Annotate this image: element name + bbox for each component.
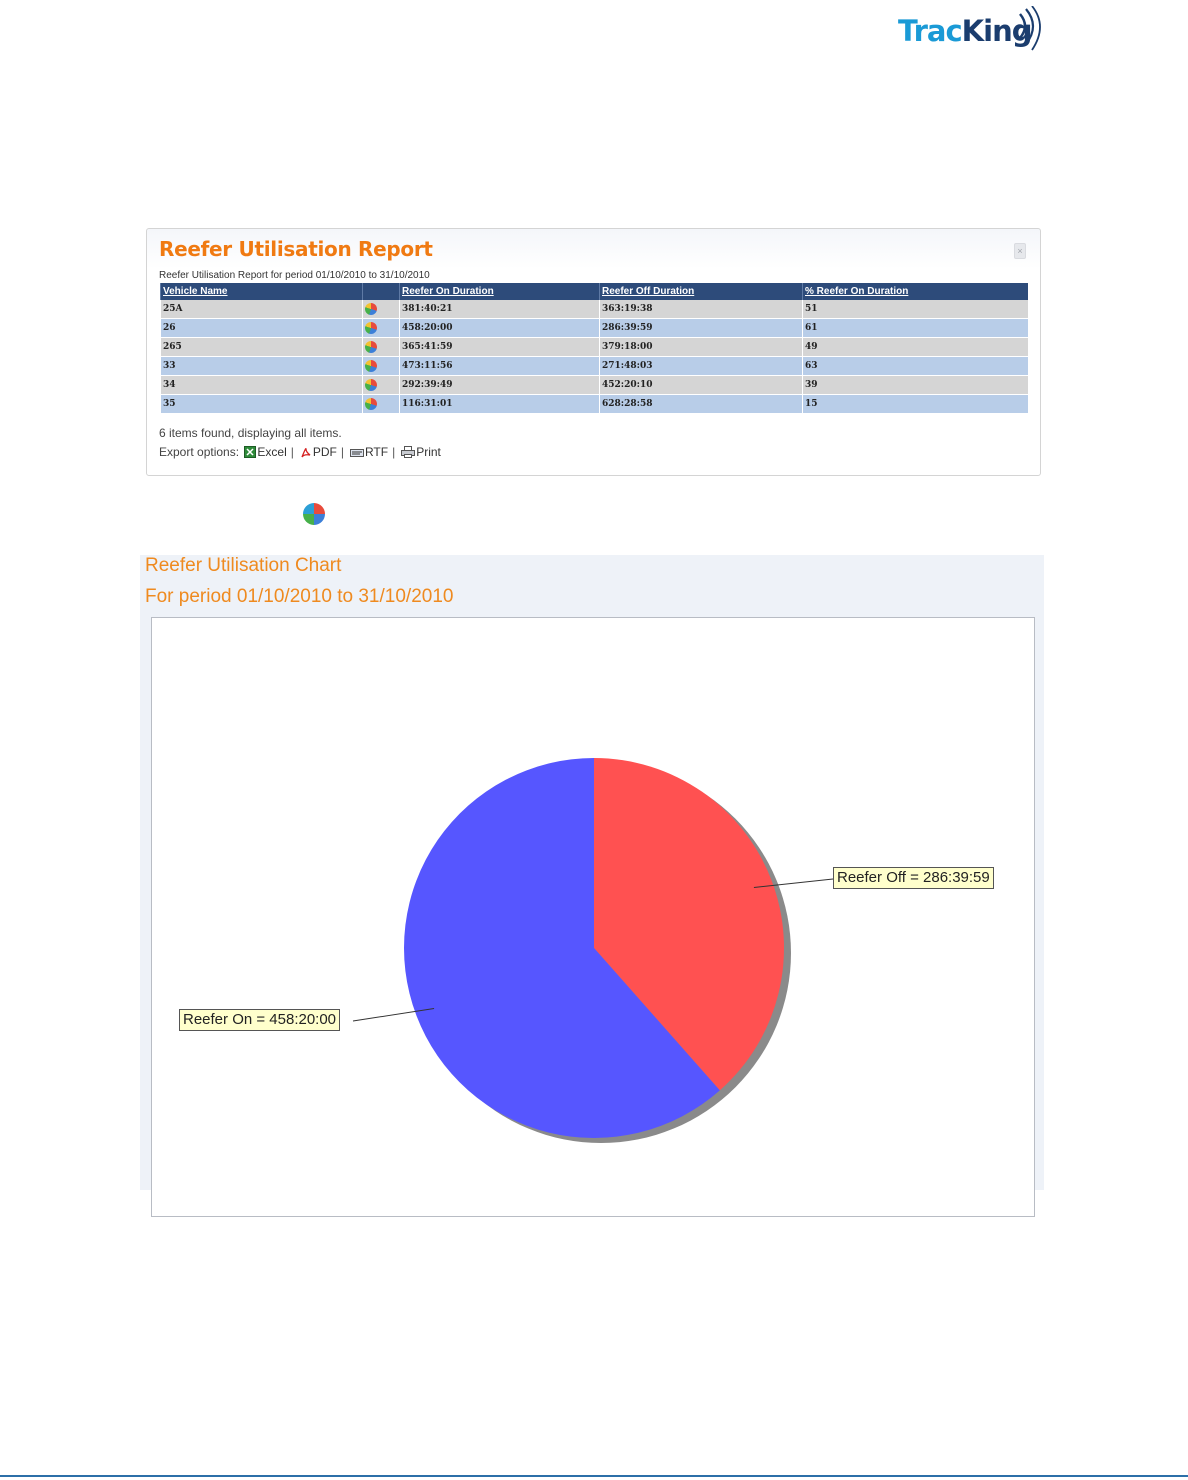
report-table: Vehicle Name Reefer On Duration Reefer O… — [160, 283, 1028, 414]
export-rtf-link[interactable]: RTF — [364, 445, 389, 459]
pie-chart-icon[interactable] — [365, 322, 377, 334]
cell-pct: 39 — [802, 375, 1028, 395]
pie-chart-icon[interactable] — [365, 360, 377, 372]
column-header-reefer-off-duration[interactable]: Reefer Off Duration — [599, 283, 803, 300]
column-header-vehicle-name[interactable]: Vehicle Name — [160, 283, 363, 300]
cell-off-duration: 363:19:38 — [599, 300, 803, 319]
leader-line-off — [753, 878, 834, 888]
cell-vehicle: 265 — [160, 337, 363, 357]
cell-off-duration: 379:18:00 — [599, 337, 803, 357]
cell-vehicle: 26 — [160, 318, 363, 338]
cell-vehicle: 33 — [160, 356, 363, 376]
export-excel-link[interactable]: Excel — [257, 445, 287, 459]
chart-panel: Reefer Utilisation Chart For period 01/1… — [140, 555, 1044, 1217]
row-chart-button[interactable] — [362, 337, 400, 357]
cell-on-duration: 292:39:49 — [399, 375, 600, 395]
table-row: 25A 381:40:21 363:19:38 51 — [160, 300, 1028, 319]
cell-vehicle: 35 — [160, 394, 363, 414]
chart-area: Reefer Off = 286:39:59 Reefer On = 458:2… — [151, 617, 1035, 1217]
chart-subtitle: For period 01/10/2010 to 31/10/2010 — [145, 586, 454, 607]
cell-on-duration: 116:31:01 — [399, 394, 600, 414]
cell-off-duration: 628:28:58 — [599, 394, 803, 414]
leader-line-on — [352, 1008, 435, 1022]
separator: | — [340, 445, 344, 459]
cell-vehicle: 34 — [160, 375, 363, 395]
row-chart-button[interactable] — [362, 394, 400, 414]
close-icon[interactable]: × — [1014, 243, 1026, 259]
separator: | — [290, 445, 294, 459]
cell-pct: 61 — [802, 318, 1028, 338]
items-found-text: 6 items found, displaying all items. — [159, 426, 342, 440]
table-header-row: Vehicle Name Reefer On Duration Reefer O… — [160, 283, 1028, 300]
row-chart-button[interactable] — [362, 356, 400, 376]
pie-chart — [352, 758, 834, 1143]
cell-on-duration: 473:11:56 — [399, 356, 600, 376]
cell-on-duration: 458:20:00 — [399, 318, 600, 338]
cell-on-duration: 381:40:21 — [399, 300, 600, 319]
table-row: 34 292:39:49 452:20:10 39 — [160, 375, 1028, 395]
export-pdf-link[interactable]: PDF — [312, 445, 337, 459]
tracking-logo: TracKing — [898, 6, 1048, 52]
pie-chart-icon[interactable] — [365, 341, 377, 353]
export-label: Export options: — [159, 445, 240, 459]
cell-pct: 15 — [802, 394, 1028, 414]
data-label-reefer-on: Reefer On = 458:20:00 — [179, 1009, 341, 1031]
signal-waves-icon — [1019, 6, 1041, 51]
table-row: 35 116:31:01 628:28:58 15 — [160, 394, 1028, 414]
footer-divider — [0, 1475, 1188, 1477]
table-row: 33 473:11:56 271:48:03 63 — [160, 356, 1028, 376]
export-options: Export options: Excel | PDF | RTF | Print — [159, 445, 441, 459]
printer-icon[interactable] — [401, 446, 416, 458]
column-header-chart — [362, 283, 400, 300]
row-chart-button[interactable] — [362, 375, 400, 395]
pdf-icon[interactable] — [300, 446, 312, 458]
chart-title: Reefer Utilisation Chart — [145, 555, 342, 576]
cell-off-duration: 271:48:03 — [599, 356, 803, 376]
cell-on-duration: 365:41:59 — [399, 337, 600, 357]
cell-pct: 49 — [802, 337, 1028, 357]
cell-off-duration: 452:20:10 — [599, 375, 803, 395]
row-chart-button[interactable] — [362, 300, 400, 319]
column-header-pct-reefer-on[interactable]: % Reefer On Duration — [802, 283, 1028, 300]
column-header-reefer-on-duration[interactable]: Reefer On Duration — [399, 283, 600, 300]
separator: | — [392, 445, 396, 459]
data-label-reefer-off: Reefer Off = 286:39:59 — [833, 867, 994, 889]
rtf-icon[interactable] — [349, 446, 364, 458]
pie-chart-icon[interactable] — [365, 303, 377, 315]
row-chart-button[interactable] — [362, 318, 400, 338]
table-row: 26 458:20:00 286:39:59 61 — [160, 318, 1028, 338]
logo-text: TracKing — [898, 14, 1032, 48]
export-print-link[interactable]: Print — [416, 445, 441, 459]
report-title: Reefer Utilisation Report — [159, 237, 433, 261]
report-panel: Reefer Utilisation Report × Reefer Utili… — [146, 228, 1041, 476]
pie-chart-icon[interactable] — [365, 398, 377, 410]
report-subtitle: Reefer Utilisation Report for period 01/… — [159, 270, 430, 281]
cell-vehicle: 25A — [160, 300, 363, 319]
cell-off-duration: 286:39:59 — [599, 318, 803, 338]
pie-slices — [404, 758, 784, 1138]
pie-chart-icon[interactable] — [365, 379, 377, 391]
excel-icon[interactable] — [244, 446, 257, 458]
table-row: 265 365:41:59 379:18:00 49 — [160, 337, 1028, 357]
pie-chart-icon — [303, 503, 325, 525]
cell-pct: 63 — [802, 356, 1028, 376]
pie-slice-reefer-off — [594, 758, 784, 1091]
cell-pct: 51 — [802, 300, 1028, 319]
pie-slice-reefer-on — [404, 758, 720, 1138]
